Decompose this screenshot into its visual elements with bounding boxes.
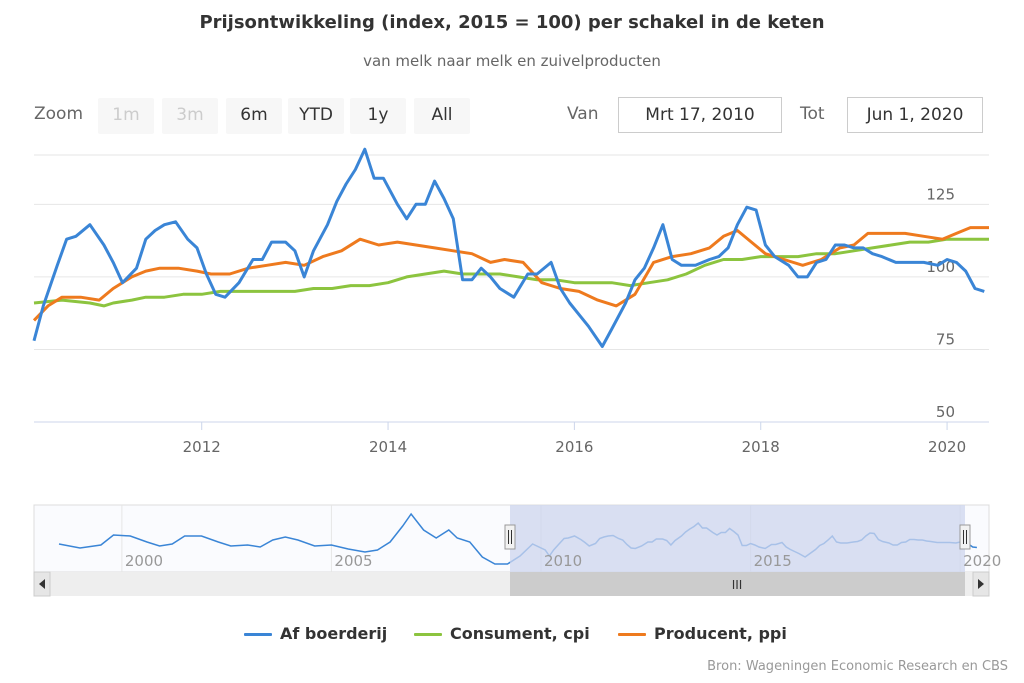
range-to-label: Tot <box>800 104 825 124</box>
y-tick-label: 50 <box>936 403 955 421</box>
legend-label: Af boerderij <box>280 624 388 643</box>
scroll-right-button[interactable] <box>972 571 990 597</box>
zoom-1m-button[interactable]: 1m <box>98 98 154 134</box>
chart-title: Prijsontwikkeling (index, 2015 = 100) pe… <box>199 12 825 33</box>
y-tick-label: 75 <box>936 330 955 348</box>
y-tick-label: 100 <box>926 258 955 276</box>
navigator-tick-label: 2010 <box>544 552 582 570</box>
range-to-input[interactable]: Jun 1, 2020 <box>847 97 983 133</box>
navigator-tick-label: 2000 <box>125 552 163 570</box>
series-line-consument-cpi[interactable] <box>33 237 989 308</box>
legend: Af boerderij Consument, cpi Producent, p… <box>0 622 1024 646</box>
navigator-tick-label: 2005 <box>334 552 372 570</box>
scrollbar-thumb[interactable] <box>510 572 965 596</box>
x-tick-label: 2018 <box>742 438 780 456</box>
legend-item-producent-ppi[interactable]: Producent, ppi <box>618 622 787 646</box>
legend-swatch <box>244 633 272 636</box>
x-tick-label: 2014 <box>369 438 407 456</box>
zoom-ytd-button[interactable]: YTD <box>288 98 344 134</box>
x-tick-label: 2020 <box>928 438 966 456</box>
x-tick-label: 2012 <box>183 438 221 456</box>
series-line-af-boerderij[interactable] <box>32 147 985 348</box>
navigator[interactable]: 2000 2005 2010 2015 2020 III <box>0 500 1024 610</box>
range-from-label: Van <box>567 104 599 124</box>
range-from-input[interactable]: Mrt 17, 2010 <box>618 97 782 133</box>
zoom-all-button[interactable]: All <box>414 98 470 134</box>
navigator-tick-labels: 2000 2005 2010 2015 2020 <box>125 552 1001 570</box>
legend-label: Producent, ppi <box>654 624 787 643</box>
series-lines <box>32 147 989 348</box>
legend-label: Consument, cpi <box>450 624 590 643</box>
navigator-handle-left[interactable] <box>504 524 516 550</box>
scrollbar-grip: III <box>732 578 743 592</box>
credits[interactable]: Bron: Wageningen Economic Research en CB… <box>707 659 1008 674</box>
x-axis-labels: 2012 2014 2016 2018 2020 <box>183 422 966 456</box>
legend-item-af-boerderij[interactable]: Af boerderij <box>244 622 387 646</box>
zoom-6m-button[interactable]: 6m <box>226 98 282 134</box>
navigator-tick-label: 2020 <box>963 552 1001 570</box>
navigator-selection[interactable] <box>510 505 965 572</box>
zoom-label: Zoom <box>34 104 84 124</box>
zoom-1y-button[interactable]: 1y <box>350 98 406 134</box>
navigator-handle-right[interactable] <box>959 524 971 550</box>
legend-swatch <box>414 633 442 636</box>
scroll-left-button[interactable] <box>33 571 51 597</box>
series-line-producent-ppi[interactable] <box>32 226 989 322</box>
legend-item-consument-cpi[interactable]: Consument, cpi <box>414 622 590 646</box>
y-axis-labels: 50 75 100 125 <box>926 185 955 421</box>
chart-subtitle: van melk naar melk en zuivelproducten <box>363 52 661 70</box>
legend-swatch <box>618 633 646 636</box>
y-tick-label: 125 <box>926 185 955 203</box>
zoom-3m-button[interactable]: 3m <box>162 98 218 134</box>
x-tick-label: 2016 <box>555 438 593 456</box>
main-chart: 50 75 100 125 2012 2014 2016 2018 2020 <box>32 147 989 456</box>
navigator-tick-label: 2015 <box>754 552 792 570</box>
grid-lines <box>34 154 989 423</box>
